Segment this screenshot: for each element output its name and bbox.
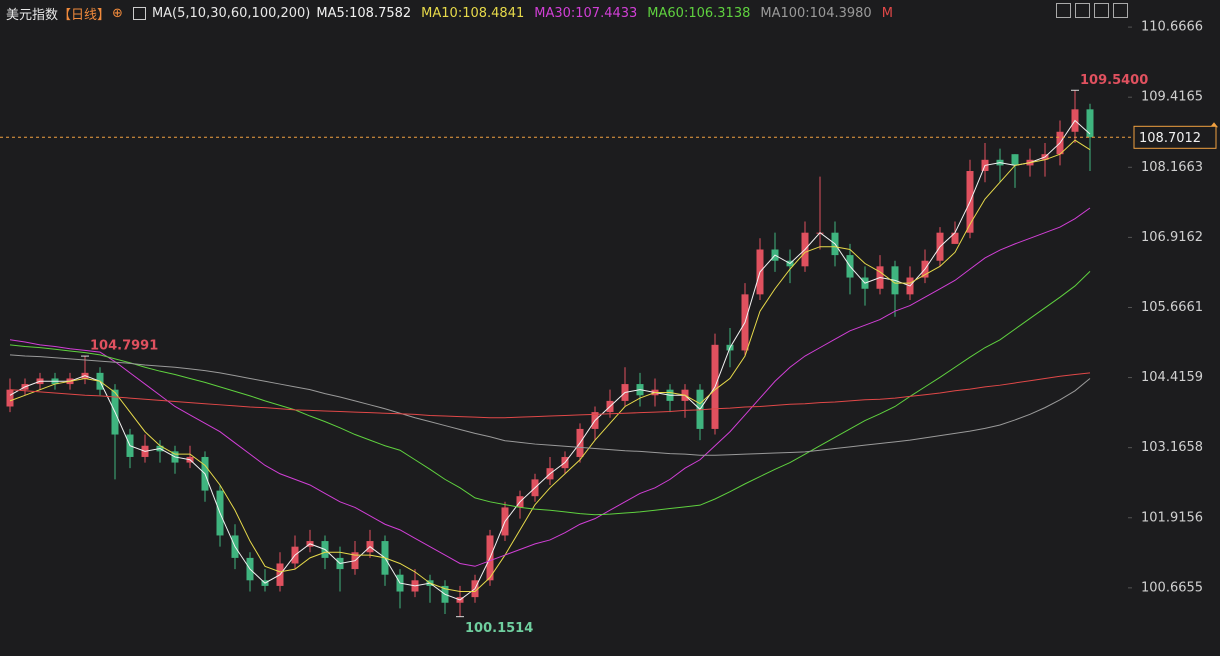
- candle-body: [1086, 109, 1094, 138]
- ma-line: [9, 207, 1091, 567]
- candle-body: [951, 232, 959, 244]
- tool-button[interactable]: [1075, 3, 1090, 18]
- ma-line: [9, 119, 1091, 601]
- y-tick-label: 108.1663: [1141, 160, 1203, 175]
- legend: MA5:108.7582 MA10:108.4841 MA30:107.4433 MA…: [316, 6, 893, 21]
- y-tick-label: 109.4165: [1141, 90, 1203, 105]
- y-tick-label: 104.4159: [1141, 370, 1203, 385]
- ma-line: [9, 354, 1091, 456]
- indicator-icon[interactable]: [132, 6, 146, 20]
- toolbar: [1056, 3, 1128, 18]
- legend-entry: MA60:106.3138: [647, 5, 751, 21]
- legend-entry: MA10:108.4841: [421, 5, 525, 21]
- last-price-label: 108.7012: [1139, 131, 1201, 146]
- y-tick-label: 100.6655: [1141, 580, 1203, 595]
- tool-button[interactable]: [1056, 3, 1071, 18]
- y-tick-label: 105.6661: [1141, 300, 1203, 315]
- legend-entry: M: [881, 5, 893, 21]
- legend-entry: MA100:104.3980: [760, 5, 872, 21]
- indicator: MA(5,10,30,60,100,200): [151, 5, 311, 21]
- annotation-label: 100.1514: [465, 621, 533, 636]
- header: 美元指数 【日线】 ⊕ MA(5,10,30,60,100,200) MA5:1…: [6, 3, 893, 23]
- candle-body: [1011, 154, 1019, 166]
- y-tick-label: 110.6666: [1141, 20, 1203, 35]
- tool-button[interactable]: [1113, 3, 1128, 18]
- ma-line: [9, 139, 1091, 593]
- legend-entry: MA5:108.7582: [316, 5, 412, 21]
- ma-line: [9, 372, 1091, 419]
- last-price-box: [1133, 125, 1217, 149]
- period: 【日线】: [58, 7, 111, 23]
- legend-entry: MA30:107.4433: [534, 5, 638, 21]
- y-tick-label: 101.9156: [1141, 510, 1203, 525]
- title: 美元指数: [6, 7, 59, 23]
- tool-button[interactable]: [1094, 3, 1109, 18]
- annotation-label: 104.7991: [90, 339, 158, 354]
- candle-body: [6, 389, 14, 407]
- y-tick-label: 106.9162: [1141, 230, 1203, 245]
- settings-icon[interactable]: ⊕: [112, 5, 123, 21]
- annotation-label: 109.5400: [1080, 73, 1148, 88]
- y-tick-label: 103.1658: [1141, 440, 1203, 455]
